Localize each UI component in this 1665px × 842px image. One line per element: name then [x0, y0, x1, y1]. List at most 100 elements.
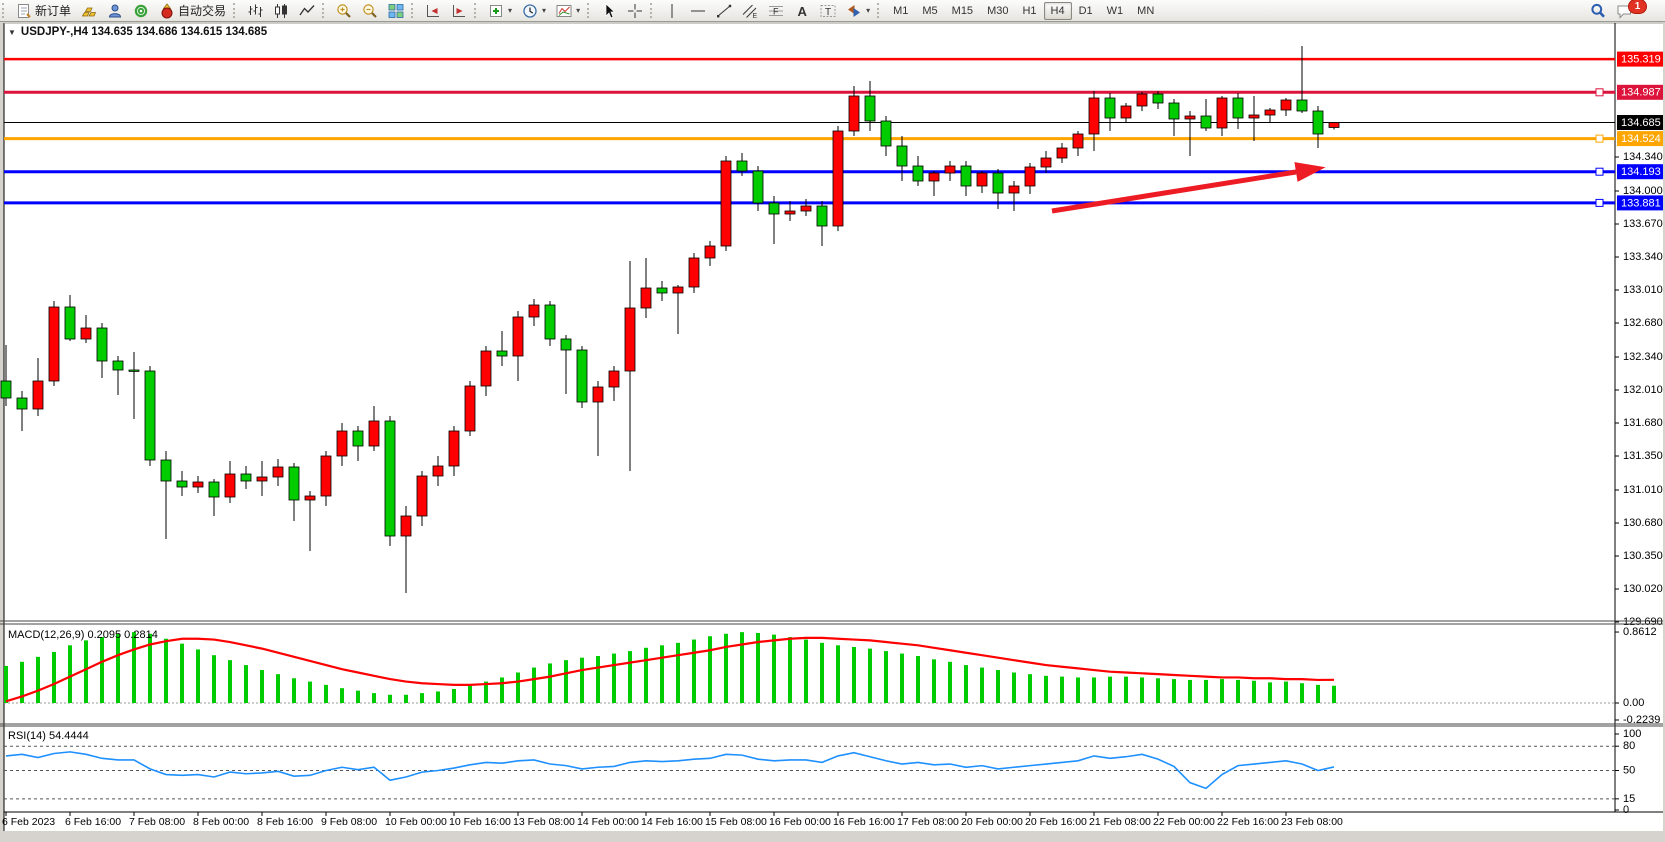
gold-ingot-button[interactable]: [77, 1, 101, 21]
profile-button[interactable]: [103, 1, 127, 21]
candle-body-up: [800, 205, 812, 212]
search-button[interactable]: [1586, 1, 1610, 21]
toolbar-right: 1: [1585, 0, 1665, 21]
level-handle-134.987[interactable]: [1595, 88, 1604, 97]
trend-arrow-line[interactable]: [1051, 169, 1297, 214]
macd-bar: [68, 645, 72, 703]
new-order-button[interactable]: 新订单: [12, 0, 75, 21]
macd-bar: [116, 633, 120, 703]
text-icon: A: [794, 3, 810, 19]
notifications-button[interactable]: 1: [1612, 0, 1658, 21]
macd-bar: [724, 633, 728, 703]
macd-bar: [1028, 674, 1032, 703]
tile-windows-icon: [388, 3, 404, 19]
chart-background: [0, 22, 1665, 837]
macd-bar: [804, 639, 808, 703]
line-chart-button[interactable]: [295, 1, 319, 21]
macd-bar: [468, 685, 472, 703]
macd-bar: [500, 677, 504, 703]
chart-shift-button[interactable]: [421, 1, 445, 21]
timeframe-button-mn[interactable]: MN: [1137, 4, 1155, 17]
date-label: 14 Feb 00:00: [577, 816, 639, 828]
autotrade-button[interactable]: 自动交易: [155, 0, 230, 21]
zoom-out-icon: [362, 3, 378, 19]
trendline-button[interactable]: [712, 1, 736, 21]
vertical-line-button[interactable]: [660, 1, 684, 21]
periods-button[interactable]: ▾: [518, 1, 550, 21]
candle-body-up: [784, 210, 796, 215]
price-badge-134.524[interactable]: [1617, 131, 1663, 147]
date-label: 20 Feb 16:00: [1025, 816, 1087, 828]
crosshair-button[interactable]: [623, 1, 647, 21]
equidistant-channel-button[interactable]: E: [738, 1, 762, 21]
text-button[interactable]: A: [790, 1, 814, 21]
templates-button[interactable]: ▾: [552, 1, 584, 21]
text-label-button[interactable]: T: [816, 1, 840, 21]
zoom-in-button[interactable]: [332, 1, 356, 21]
sonar-button[interactable]: [129, 1, 153, 21]
candle-body-down: [240, 473, 252, 482]
timeframe-button-h1[interactable]: H1: [1022, 4, 1037, 17]
new-order-label: 新订单: [35, 4, 72, 18]
chart-window: ▼ USDJPY-,H4 134.635 134.686 134.615 134…: [0, 22, 1665, 838]
macd-bar: [132, 632, 136, 703]
candle-body-down: [128, 369, 140, 372]
level-handle-134.193[interactable]: [1595, 167, 1604, 176]
chart-canvas[interactable]: 134.340 134.000 133.670 133.340 133.010 132.6…: [0, 22, 1665, 838]
macd-bar: [916, 656, 920, 703]
price-badge-135.319[interactable]: [1617, 51, 1663, 67]
auto-scroll-button[interactable]: [447, 1, 471, 21]
zoom-out-button[interactable]: [358, 1, 382, 21]
date-label: 22 Feb 00:00: [1153, 816, 1215, 828]
templates-icon: [556, 3, 572, 19]
candle-body-down: [1104, 97, 1116, 119]
timeframe-button-d1[interactable]: D1: [1078, 4, 1093, 17]
search-icon: [1590, 3, 1606, 19]
timeframe-button-m5[interactable]: M5: [922, 4, 938, 17]
candle-body-up: [1056, 147, 1068, 159]
date-label: 20 Feb 00:00: [961, 816, 1023, 828]
price-badge-134.685[interactable]: [1617, 115, 1663, 130]
trend-arrow-head[interactable]: [1294, 162, 1326, 182]
toolbar-group-trading: 新订单 自动交易: [0, 0, 231, 21]
horizontal-line-button[interactable]: [686, 1, 710, 21]
timeframe-button-h4[interactable]: H4: [1043, 1, 1072, 20]
price-badge-134.987[interactable]: [1617, 84, 1663, 100]
price-badge-134.193[interactable]: [1617, 164, 1663, 180]
candle-body-down: [1200, 115, 1212, 129]
macd-bar: [740, 632, 744, 703]
timeframe-button-w1[interactable]: W1: [1106, 4, 1124, 17]
rsi-line: [5, 751, 1335, 790]
level-handle-133.881[interactable]: [1595, 198, 1604, 207]
macd-bar: [964, 665, 968, 703]
symbol-dropdown-icon[interactable]: ▼: [8, 27, 16, 37]
bar-chart-button[interactable]: [243, 1, 267, 21]
candle-body-up: [256, 476, 268, 482]
fibonacci-button[interactable]: F: [764, 1, 788, 21]
chevron-down-icon: ▾: [866, 6, 871, 15]
level-handle-134.524[interactable]: [1595, 134, 1604, 143]
timeframe-button-m30[interactable]: M30: [987, 4, 1009, 17]
macd-bar: [84, 640, 88, 703]
candle-body-up: [1120, 105, 1132, 119]
crosshair-icon: [627, 3, 643, 19]
cursor-button[interactable]: [597, 1, 621, 21]
macd-bar: [932, 659, 936, 703]
date-label: 10 Feb 16:00: [449, 816, 511, 828]
price-badge-label: 134.193: [1621, 166, 1661, 178]
macd-bar: [756, 632, 760, 703]
indicators-button[interactable]: ▾: [484, 1, 516, 21]
macd-bar: [660, 645, 664, 703]
date-label: 16 Feb 00:00: [769, 816, 831, 828]
macd-bar: [628, 651, 632, 703]
timeframe-button-m15[interactable]: M15: [951, 4, 974, 17]
candlestick-chart-button[interactable]: [269, 1, 293, 21]
candle-body-up: [1040, 157, 1052, 168]
price-badge-133.881[interactable]: [1617, 195, 1663, 211]
arrows-button[interactable]: ▾: [842, 1, 874, 21]
new-order-icon: [16, 3, 32, 19]
candle-body-down: [16, 397, 28, 410]
timeframe-button-m1[interactable]: M1: [893, 4, 909, 17]
tile-windows-button[interactable]: [384, 1, 408, 21]
candle-body-down: [384, 420, 396, 537]
